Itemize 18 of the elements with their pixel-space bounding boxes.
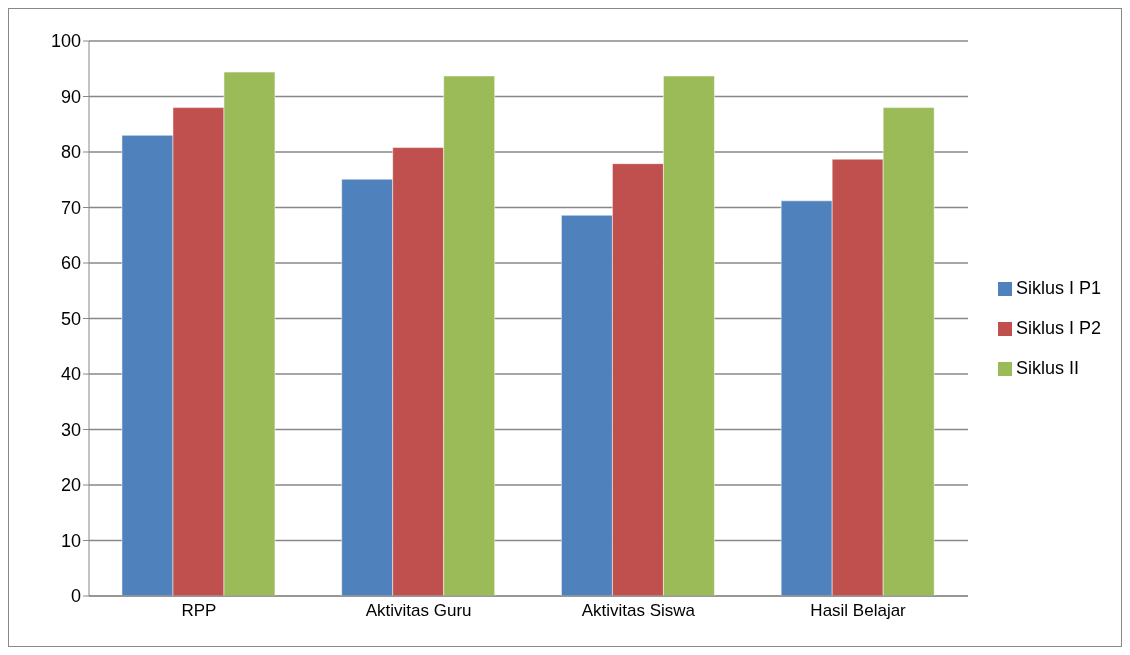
legend-label: Siklus I P1 <box>1015 277 1101 298</box>
x-tick-label: Hasil Belajar <box>810 601 907 621</box>
y-tick-label: 70 <box>60 197 81 218</box>
x-tick-label: RPP <box>181 601 217 621</box>
y-tick-label: 20 <box>60 475 81 496</box>
y-tick-label: 60 <box>60 253 81 274</box>
y-tick-label: 40 <box>60 364 81 385</box>
legend-label: Siklus I P2 <box>1015 317 1101 338</box>
y-tick-label: 90 <box>60 86 81 107</box>
legend-label: Siklus II <box>1015 357 1079 378</box>
y-tick-label: 0 <box>70 586 81 607</box>
y-tick-label: 80 <box>60 142 81 163</box>
y-tick-label: 100 <box>50 31 81 52</box>
y-tick-label: 10 <box>60 530 81 551</box>
y-tick-label: 30 <box>60 419 81 440</box>
y-tick-label: 50 <box>60 308 81 329</box>
x-tick-label: Aktivitas Siswa <box>581 601 696 621</box>
x-tick-label: Aktivitas Guru <box>365 601 472 621</box>
